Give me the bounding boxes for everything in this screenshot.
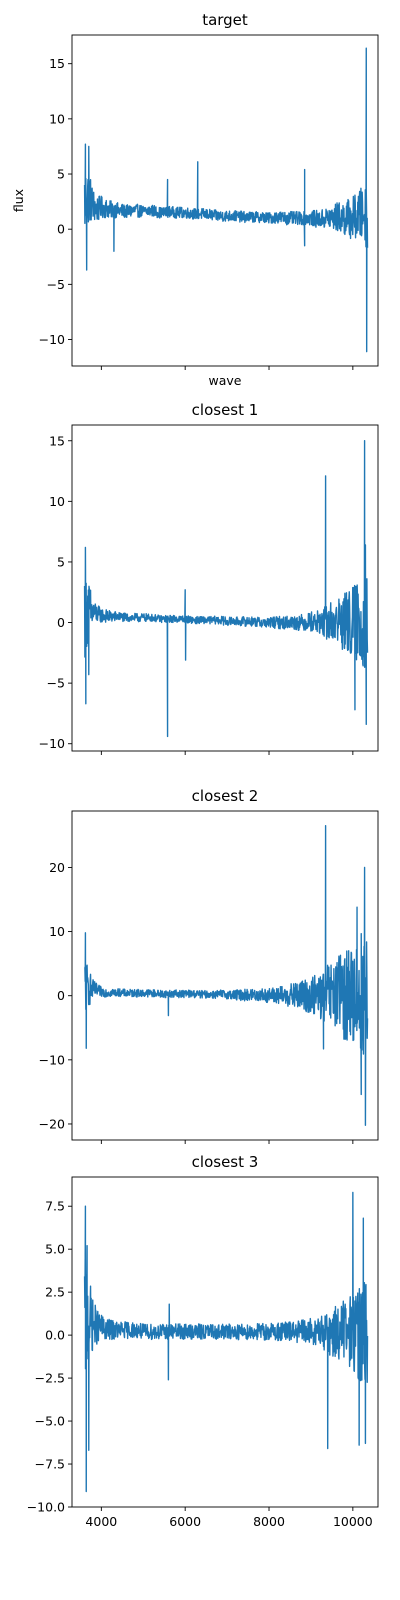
axes-frame	[71, 810, 379, 1141]
axes-frame	[71, 34, 379, 367]
x-tick-label: 4000	[85, 1514, 117, 1529]
y-tick-label: −20	[39, 1116, 65, 1131]
y-tick-label: 10	[49, 924, 65, 939]
chart-panel-1: target −10 −5 0 5 10 15 wave flux	[11, 11, 379, 388]
y-tick-label: −5.0	[35, 1414, 65, 1429]
series-line-1	[84, 825, 369, 1126]
y-tick-label: 5.0	[45, 1242, 65, 1257]
y-tick-label: 5	[57, 554, 65, 569]
axes-frame	[71, 424, 379, 752]
y-tick-label: 0	[57, 988, 65, 1003]
y-tick-label: 10	[49, 111, 65, 126]
x-tick-label: 10000	[333, 1514, 373, 1529]
x-tick-label: 8000	[253, 1514, 285, 1529]
y-axis-label: flux	[11, 189, 26, 212]
y-tick-label: 0.0	[45, 1328, 65, 1343]
chart-title: closest 1	[192, 401, 259, 419]
chart-title: closest 2	[192, 787, 259, 805]
y-tick-label: 7.5	[45, 1199, 65, 1214]
y-tick-label: −10	[39, 736, 65, 751]
y-tick-label: 10	[49, 494, 65, 509]
chart-title: closest 3	[192, 1153, 259, 1171]
chart-panel-4: closest 3 −10.0 −7.5 −5.0 −2.5 0.0 2.5 5.0 7.5 40…	[27, 1153, 379, 1529]
series-line-1	[83, 1191, 369, 1493]
chart-panel-3: closest 2 −20 −10 0 10 20	[39, 787, 379, 1144]
series-line-1	[83, 440, 369, 738]
x-axis-label: wave	[209, 373, 242, 388]
y-tick-label: 15	[49, 56, 65, 71]
y-tick-label: −5	[47, 676, 65, 691]
y-tick-label: −2.5	[35, 1371, 65, 1386]
chart-title: target	[202, 11, 248, 29]
y-tick-label: −5	[47, 277, 65, 292]
y-tick-label: −10	[39, 1052, 65, 1067]
y-tick-label: 20	[49, 860, 65, 875]
y-tick-label: 5	[57, 167, 65, 182]
y-tick-label: −10.0	[27, 1500, 65, 1515]
y-tick-label: 15	[49, 433, 65, 448]
y-tick-label: 0	[57, 222, 65, 237]
x-tick-label: 6000	[169, 1514, 201, 1529]
series-line-1	[83, 47, 369, 353]
y-tick-label: −10	[39, 332, 65, 347]
chart-panel-2: closest 1 −10 −5 0 5 10 15	[39, 401, 379, 755]
axes-frame	[71, 1176, 379, 1508]
y-tick-label: 0	[57, 615, 65, 630]
y-tick-label: −7.5	[35, 1457, 65, 1472]
y-tick-label: 2.5	[45, 1285, 65, 1300]
